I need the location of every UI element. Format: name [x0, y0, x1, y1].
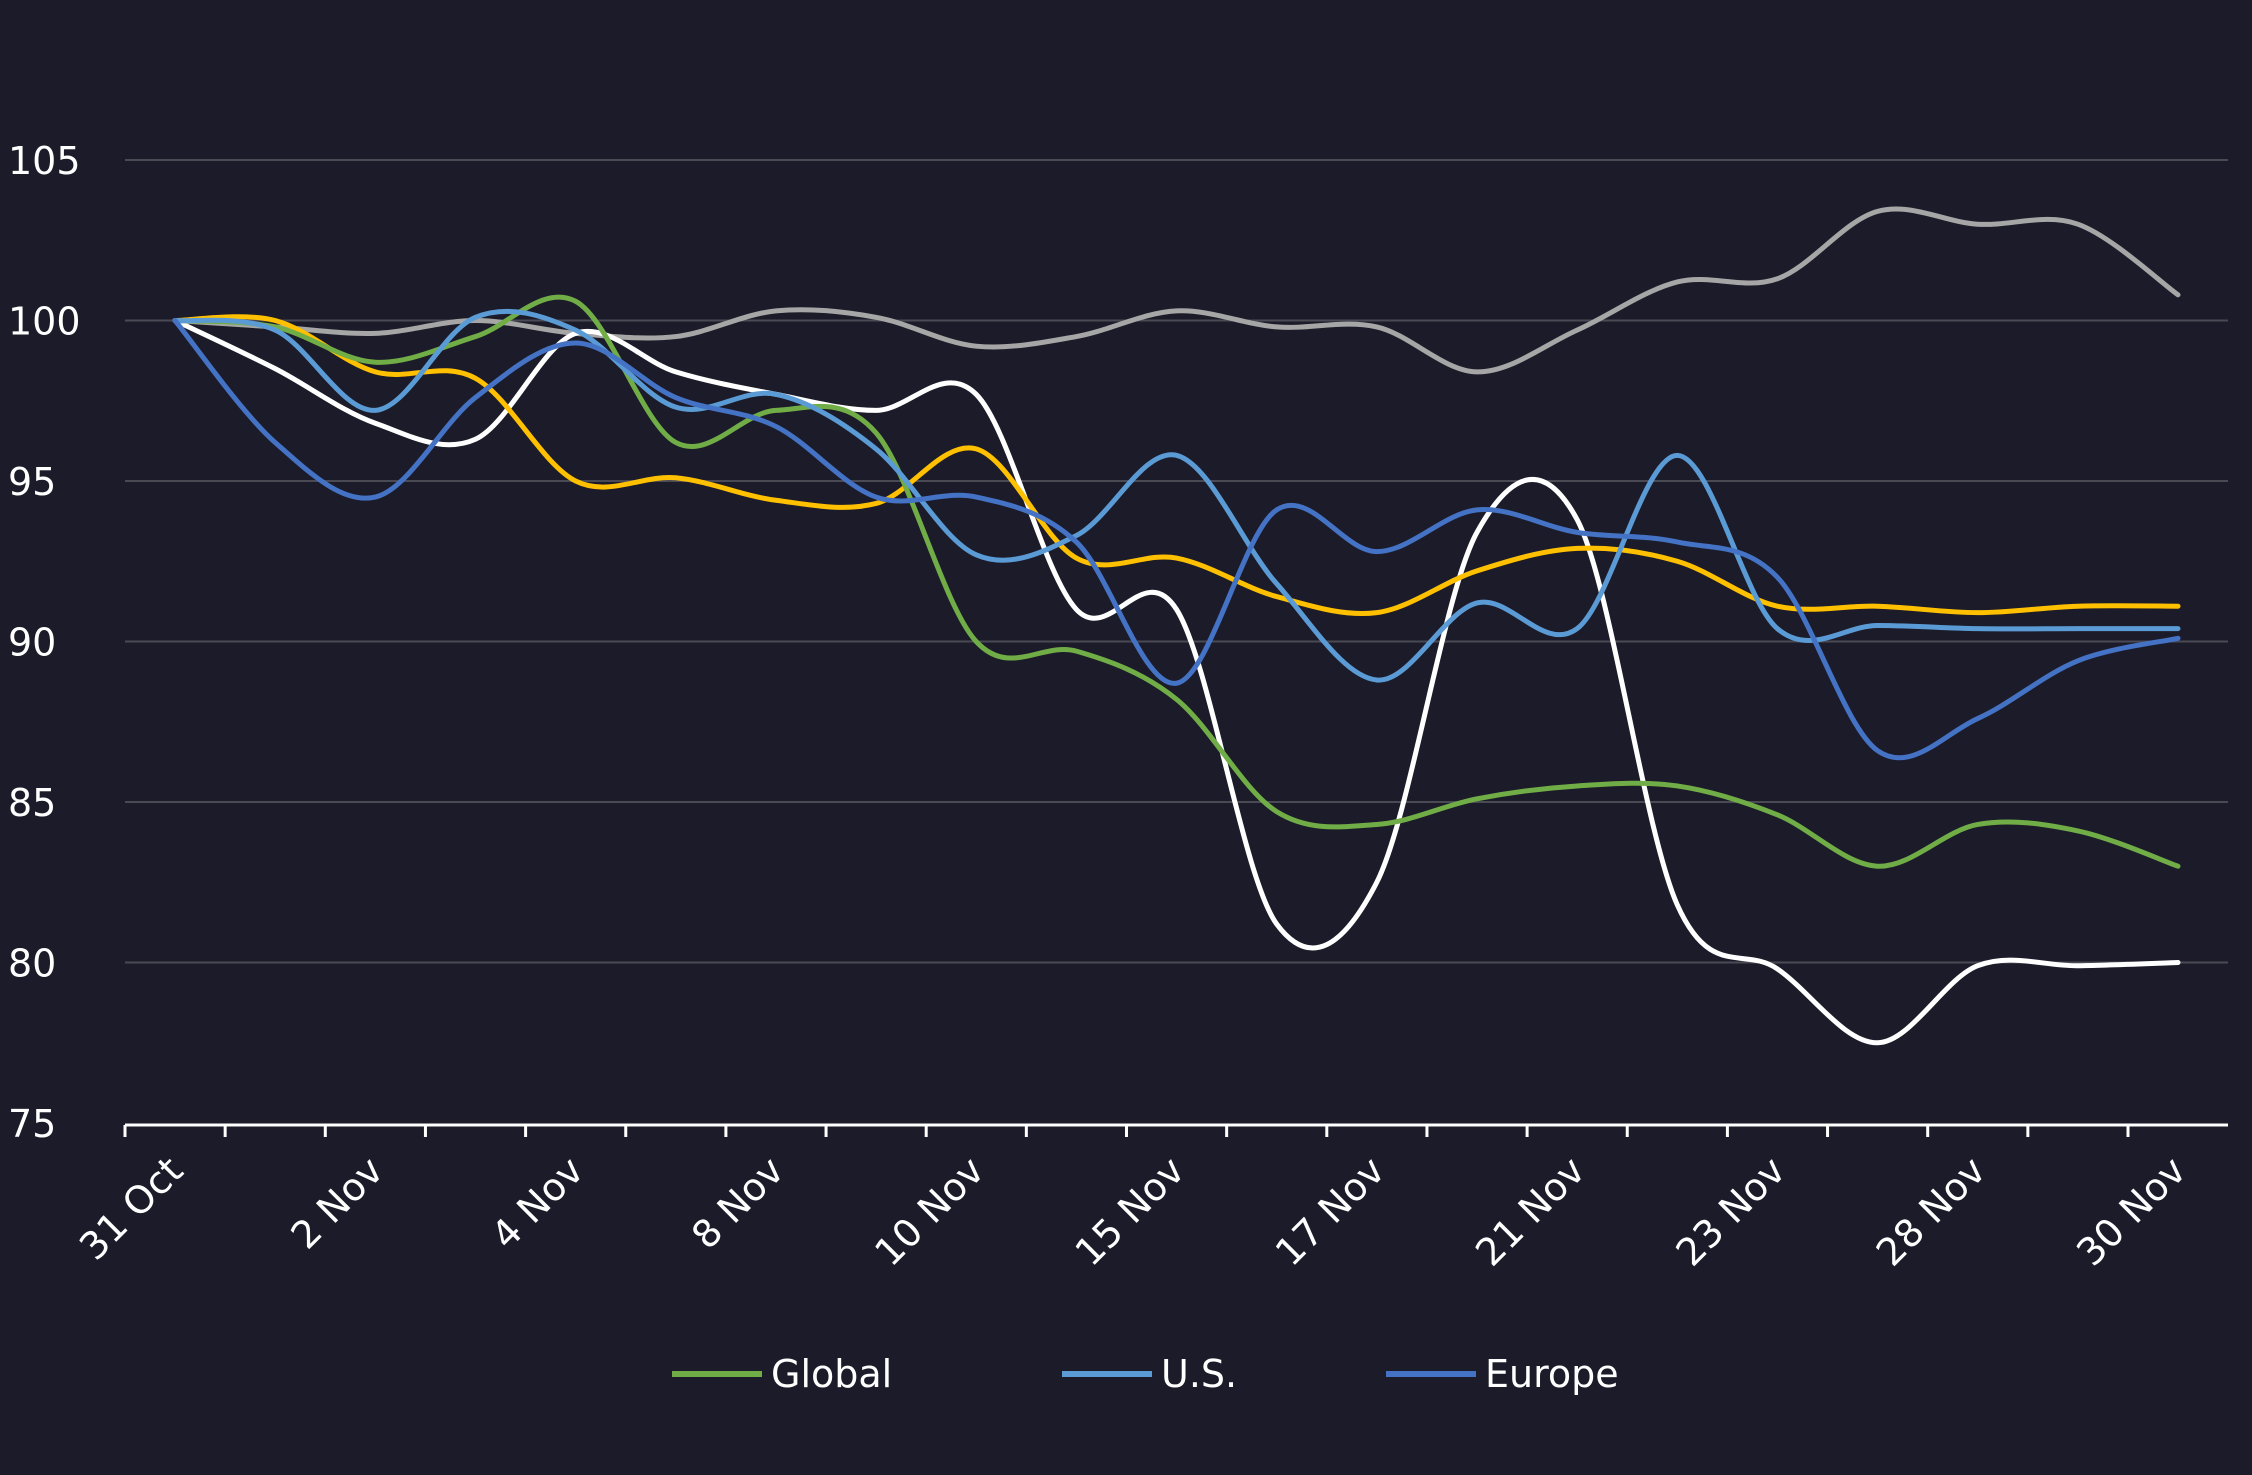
y-tick-label: 75: [8, 1102, 56, 1146]
x-tick-label: 31 Oct: [71, 1148, 191, 1268]
series-line-unlabeled-3: [172, 314, 2181, 617]
x-tick-label: 17 Nov: [1267, 1148, 1393, 1274]
x-tick-label: 4 Nov: [483, 1148, 592, 1257]
series-lines: [172, 206, 2181, 1046]
gridlines: [125, 159, 2228, 964]
y-tick-label: 90: [8, 621, 56, 665]
y-tick-label: 100: [8, 300, 81, 344]
legend-label-global: Global: [771, 1352, 892, 1396]
series-line-u-s: [172, 308, 2181, 683]
x-tick-label: 8 Nov: [683, 1148, 792, 1257]
x-tick-label: 30 Nov: [2068, 1148, 2194, 1274]
x-tick-label: 28 Nov: [1868, 1148, 1994, 1274]
y-tick-label: 80: [8, 942, 56, 986]
x-tick-label: 21 Nov: [1467, 1148, 1593, 1274]
series-line-global: [172, 294, 2181, 869]
axes: 75 80 85 90 95 100 105 31 Oct 2 Nov 4 Nov 8 Nov 10 …: [8, 139, 2228, 1275]
x-tick-label: 15 Nov: [1067, 1148, 1193, 1274]
x-tick-label: 10 Nov: [866, 1148, 992, 1274]
legend-label-u-s: U.S.: [1161, 1352, 1237, 1396]
legend-label-europe: Europe: [1485, 1352, 1619, 1396]
legend: Global U.S. Europe: [672, 1352, 1619, 1396]
y-tick-label: 85: [8, 781, 56, 825]
y-tick-label: 95: [8, 460, 56, 504]
series-line-europe: [172, 318, 2181, 761]
series-line-unlabeled-1: [172, 206, 2181, 375]
x-tick-label: 23 Nov: [1667, 1148, 1793, 1274]
series-line-unlabeled-2: [172, 318, 2181, 1046]
y-tick-label: 105: [8, 139, 81, 183]
x-tick-label: 2 Nov: [282, 1148, 391, 1257]
